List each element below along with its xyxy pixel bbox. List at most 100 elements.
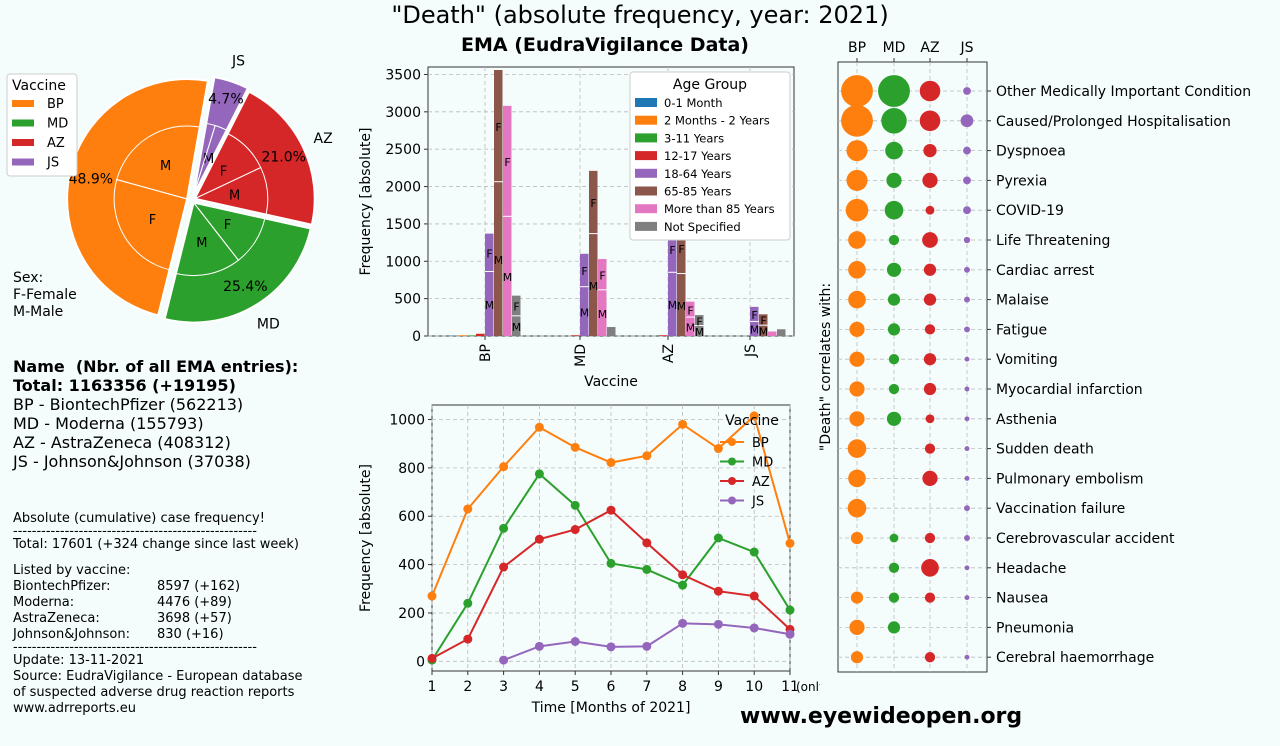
y-tick-label: 1000 <box>389 413 425 429</box>
y-tick-label: 600 <box>398 509 425 525</box>
bubble-BP <box>850 591 864 604</box>
bubble-BP <box>849 411 865 427</box>
y-tick-label: 500 <box>394 292 421 308</box>
bubble-BP <box>848 231 866 249</box>
info-heading: Name (Nbr. of all EMA entries): <box>13 357 299 376</box>
list-name: BiontechPfizer: <box>13 579 111 594</box>
bar-BP-5 <box>494 69 503 336</box>
y-axis-label: Frequency [absolute] <box>358 464 374 612</box>
pie-slice-AZ <box>193 90 316 226</box>
legend-swatch <box>635 186 657 196</box>
legend-label: 65-85 Years <box>664 185 731 199</box>
monthly-line-chart: 0 200 400 600 800 1000 1 2 3 4 5 6 7 8 9 10 11(only 1-13… <box>358 404 820 716</box>
bubble-AZ <box>923 263 937 276</box>
pie-vaccine-label: AZ <box>314 131 333 147</box>
bar-BP-1 <box>458 335 467 336</box>
source-line: Source: EudraVigilance - European databa… <box>13 669 303 684</box>
line-point-BP <box>463 504 473 514</box>
sex-label: M <box>598 308 608 321</box>
line-point-BP <box>678 419 688 429</box>
sex-label: F <box>513 301 519 314</box>
line-point-BP <box>642 451 652 461</box>
bubble-JS <box>964 654 970 660</box>
pie-legend: Vaccine BP MD AZ JS <box>6 73 78 177</box>
pie-inner-slice <box>193 132 262 200</box>
bubble-AZ <box>924 652 936 663</box>
bubble-BP <box>849 321 865 337</box>
list-name: Moderna: <box>13 595 75 610</box>
line-point-JS <box>534 641 544 651</box>
bubble-BP <box>847 498 867 518</box>
sex-label: M <box>503 271 513 284</box>
line-point-AZ <box>463 634 473 644</box>
legend-label: Not Specified <box>664 220 741 234</box>
row-label: Vaccination failure <box>996 501 1125 517</box>
bar-AZ-4 <box>668 226 677 336</box>
bubble-BP <box>849 619 865 635</box>
bubble-AZ <box>924 592 936 603</box>
line-point-JS <box>713 619 723 629</box>
chart-subtitle: EMA (EudraVigilance Data) <box>461 34 749 56</box>
line-point-AZ <box>678 570 688 580</box>
legend-title: Vaccine <box>12 78 66 94</box>
update-date: Update: 13-11-2021 <box>13 653 145 668</box>
bubble-MD <box>888 234 900 246</box>
bubble-JS <box>964 505 970 512</box>
pie-inner-slice <box>113 178 188 271</box>
legend-swatch <box>12 100 34 107</box>
page-title: "Death" (absolute frequency, year: 2021) <box>391 1 889 29</box>
row-label: Cardiac arrest <box>996 263 1095 279</box>
bubble-AZ <box>921 558 939 577</box>
column-label: MD <box>883 40 906 56</box>
row-label: Headache <box>996 561 1066 577</box>
y-axis-label: Frequency [absolute] <box>358 128 374 276</box>
bubble-AZ <box>925 414 935 424</box>
y-tick-label: 1000 <box>385 254 421 270</box>
bubble-AZ <box>925 205 935 215</box>
bubble-BP <box>846 169 868 191</box>
list-name: AstraZeneca: <box>13 611 100 626</box>
list-value: 4476 (+89) <box>157 595 232 610</box>
line-point-BP <box>570 442 580 452</box>
legend-label: MD <box>752 456 773 471</box>
x-tick-label: 2 <box>463 679 472 695</box>
list-row: BiontechPfizer: 8597 (+162) <box>13 579 343 595</box>
row-label: Nausea <box>996 591 1048 607</box>
pie-sex-label: M <box>229 188 240 203</box>
column-label: AZ <box>920 40 939 56</box>
sex-note: Sex: <box>13 270 43 286</box>
line-point-AZ <box>499 562 509 572</box>
bubble-JS <box>963 146 971 155</box>
sex-label: F <box>687 304 693 317</box>
bubble-JS <box>964 296 970 303</box>
bubble-JS <box>964 266 970 273</box>
legend-swatch <box>635 98 657 107</box>
line-point-AZ <box>427 653 437 663</box>
x-tick-label: MD <box>573 344 589 367</box>
info-total: Total: 1163356 (+19195) <box>13 376 236 395</box>
line-point-AZ <box>749 591 759 601</box>
correlation-bubble-chart: BP MD AZ JS Other Medically Important Condit… <box>818 40 1251 673</box>
pie-chart: MF48.9%BPMF25.4%MDMF21.0%AZM4.7%JSVaccin… <box>6 54 333 332</box>
list-value: 8597 (+162) <box>157 579 241 594</box>
x-tick-label: 11 <box>781 679 799 695</box>
sex-label: M <box>485 299 495 312</box>
pie-inner-slice <box>116 125 201 200</box>
sex-note: F-Female <box>13 287 77 303</box>
x-tick-label: 10 <box>745 679 763 695</box>
legend-swatch <box>635 168 657 178</box>
row-label: Sudden death <box>996 442 1094 458</box>
legend-label: 0-1 Month <box>664 96 722 110</box>
line-point-JS <box>642 641 652 651</box>
list-value: 3698 (+57) <box>157 611 232 626</box>
source-line: of suspected adverse drug reaction repor… <box>13 685 295 700</box>
pie-sex-label: F <box>149 213 156 228</box>
x-axis-label: Time [Months of 2021] <box>531 700 691 716</box>
bar-MD-6 <box>598 259 607 336</box>
bubble-AZ <box>919 110 941 132</box>
legend-label: BP <box>752 436 769 451</box>
bar-BP-3 <box>476 333 485 336</box>
bubble-BP <box>848 290 866 309</box>
bar-AZ-5 <box>677 222 686 336</box>
legend-swatch <box>635 151 657 161</box>
